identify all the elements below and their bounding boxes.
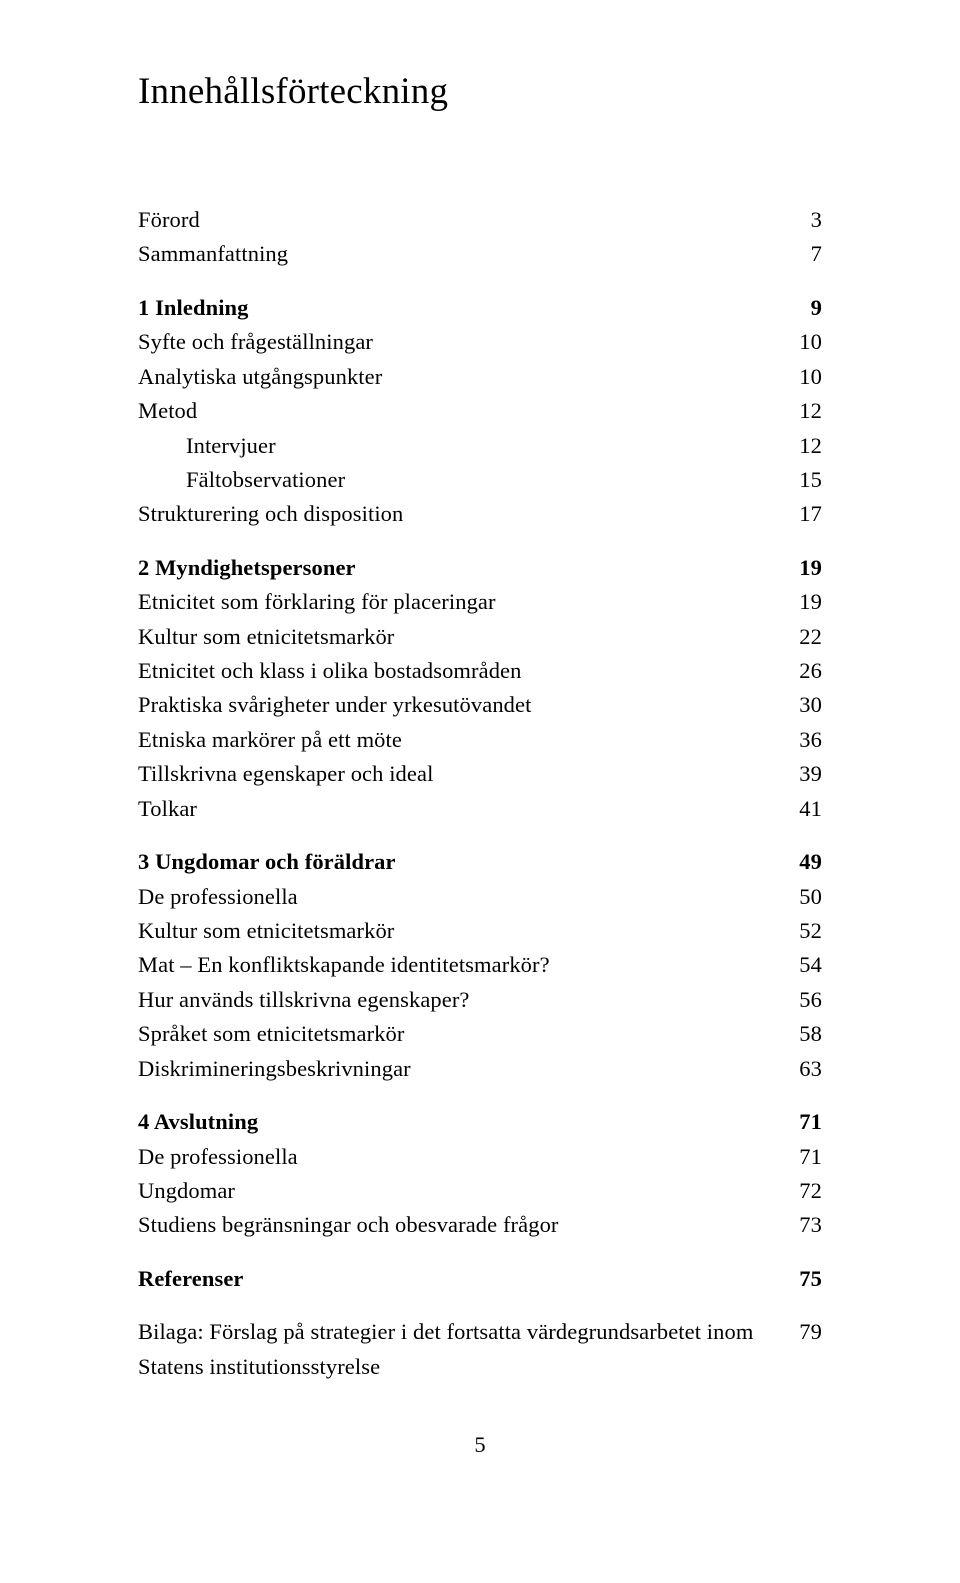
toc-entry-page: 71 — [772, 1105, 822, 1139]
toc-entry: Etnicitet och klass i olika bostadsområd… — [138, 654, 822, 688]
toc-entry-label: Hur används tillskrivna egenskaper? — [138, 983, 772, 1017]
toc-entry: Hur används tillskrivna egenskaper?56 — [138, 983, 822, 1017]
toc-entry-page: 75 — [772, 1262, 822, 1296]
toc-entry-page: 49 — [772, 845, 822, 879]
toc-entry-label: Studiens begränsningar och obesvarade fr… — [138, 1208, 772, 1242]
toc-entry-page: 50 — [772, 880, 822, 914]
toc-entry-label: Diskrimineringsbeskrivningar — [138, 1052, 772, 1086]
toc-entry: 3 Ungdomar och föräldrar49 — [138, 845, 822, 879]
toc-entry-page: 56 — [772, 983, 822, 1017]
toc-entry-label: Metod — [138, 394, 772, 428]
toc-entry-page: 12 — [772, 394, 822, 428]
toc-entry-page: 79 — [772, 1315, 822, 1349]
toc-entry-label: Etnicitet och klass i olika bostadsområd… — [138, 654, 772, 688]
toc-entry-label: Kultur som etnicitetsmarkör — [138, 620, 772, 654]
toc-entry-page: 10 — [772, 325, 822, 359]
toc-entry-label: Praktiska svårigheter under yrkesutövand… — [138, 688, 772, 722]
toc-entry: Diskrimineringsbeskrivningar63 — [138, 1052, 822, 1086]
toc-entry: Fältobservationer15 — [138, 463, 822, 497]
toc-entry-label: De professionella — [138, 880, 772, 914]
toc-entry-label: Tillskrivna egenskaper och ideal — [138, 757, 772, 791]
toc-entry: Tillskrivna egenskaper och ideal39 — [138, 757, 822, 791]
toc-entry-label: Etnicitet som förklaring för placeringar — [138, 585, 772, 619]
toc-entry: Sammanfattning7 — [138, 237, 822, 271]
toc-entry-label: Fältobservationer — [138, 463, 772, 497]
toc-entry-label: Bilaga: Förslag på strategier i det fort… — [138, 1315, 772, 1384]
toc-entry-page: 10 — [772, 360, 822, 394]
toc-entry-page: 30 — [772, 688, 822, 722]
toc-entry: Syfte och frågeställningar10 — [138, 325, 822, 359]
toc-entry-label: Syfte och frågeställningar — [138, 325, 772, 359]
toc-entry: Analytiska utgångspunkter10 — [138, 360, 822, 394]
toc-entry: De professionella50 — [138, 880, 822, 914]
toc-entry: Praktiska svårigheter under yrkesutövand… — [138, 688, 822, 722]
toc-entry-label: Intervjuer — [138, 429, 772, 463]
toc-entry-page: 39 — [772, 757, 822, 791]
toc-entry-page: 26 — [772, 654, 822, 688]
toc-entry-label: Språket som etnicitetsmarkör — [138, 1017, 772, 1051]
toc-entry: Kultur som etnicitetsmarkör52 — [138, 914, 822, 948]
toc-entry-label: Etniska markörer på ett möte — [138, 723, 772, 757]
toc-entry: De professionella71 — [138, 1140, 822, 1174]
toc-entry-page: 9 — [772, 291, 822, 325]
toc-entry-page: 3 — [772, 203, 822, 237]
toc-entry: Intervjuer12 — [138, 429, 822, 463]
toc-entry-page: 52 — [772, 914, 822, 948]
toc-entry: Kultur som etnicitetsmarkör22 — [138, 620, 822, 654]
toc-entry-page: 63 — [772, 1052, 822, 1086]
toc-entry-page: 17 — [772, 497, 822, 531]
toc-entry-page: 71 — [772, 1140, 822, 1174]
toc-entry-page: 41 — [772, 792, 822, 826]
toc-entry-label: Sammanfattning — [138, 237, 772, 271]
toc-entry-label: Referenser — [138, 1262, 772, 1296]
toc-entry-label: Mat – En konfliktskapande identitetsmark… — [138, 948, 772, 982]
toc-entry: Metod12 — [138, 394, 822, 428]
toc-entry-label: Kultur som etnicitetsmarkör — [138, 914, 772, 948]
toc-entry: Förord3 — [138, 203, 822, 237]
toc-entry: Studiens begränsningar och obesvarade fr… — [138, 1208, 822, 1242]
toc-entry: Referenser75 — [138, 1262, 822, 1296]
toc-entry-label: Ungdomar — [138, 1174, 772, 1208]
toc-entry: Mat – En konfliktskapande identitetsmark… — [138, 948, 822, 982]
page-title: Innehållsförteckning — [138, 70, 822, 113]
toc-entry-page: 22 — [772, 620, 822, 654]
toc-entry-page: 73 — [772, 1208, 822, 1242]
toc-entry-page: 19 — [772, 551, 822, 585]
toc-entry: Bilaga: Förslag på strategier i det fort… — [138, 1315, 822, 1384]
toc-entry: 1 Inledning9 — [138, 291, 822, 325]
toc-entry-page: 15 — [772, 463, 822, 497]
toc-entry-label: 4 Avslutning — [138, 1105, 772, 1139]
toc-entry-label: De professionella — [138, 1140, 772, 1174]
toc-entry-page: 54 — [772, 948, 822, 982]
toc-entry-page: 72 — [772, 1174, 822, 1208]
toc-entry-page: 19 — [772, 585, 822, 619]
toc-entry-label: Analytiska utgångspunkter — [138, 360, 772, 394]
toc-entry-page: 58 — [772, 1017, 822, 1051]
toc-entry: Ungdomar72 — [138, 1174, 822, 1208]
toc-entry: Etnicitet som förklaring för placeringar… — [138, 585, 822, 619]
table-of-contents: Förord3Sammanfattning71 Inledning9Syfte … — [138, 203, 822, 1384]
toc-entry-label: Strukturering och disposition — [138, 497, 772, 531]
toc-entry: 4 Avslutning71 — [138, 1105, 822, 1139]
toc-entry-label: 1 Inledning — [138, 291, 772, 325]
toc-entry-label: Förord — [138, 203, 772, 237]
page-number: 5 — [138, 1432, 822, 1458]
toc-entry: 2 Myndighetspersoner19 — [138, 551, 822, 585]
toc-entry-label: Tolkar — [138, 792, 772, 826]
toc-entry-label: 2 Myndighetspersoner — [138, 551, 772, 585]
toc-entry: Etniska markörer på ett möte36 — [138, 723, 822, 757]
toc-entry: Tolkar41 — [138, 792, 822, 826]
toc-entry-page: 12 — [772, 429, 822, 463]
toc-entry-label: 3 Ungdomar och föräldrar — [138, 845, 772, 879]
toc-entry-page: 36 — [772, 723, 822, 757]
toc-entry: Strukturering och disposition17 — [138, 497, 822, 531]
toc-entry-page: 7 — [772, 237, 822, 271]
toc-entry: Språket som etnicitetsmarkör58 — [138, 1017, 822, 1051]
